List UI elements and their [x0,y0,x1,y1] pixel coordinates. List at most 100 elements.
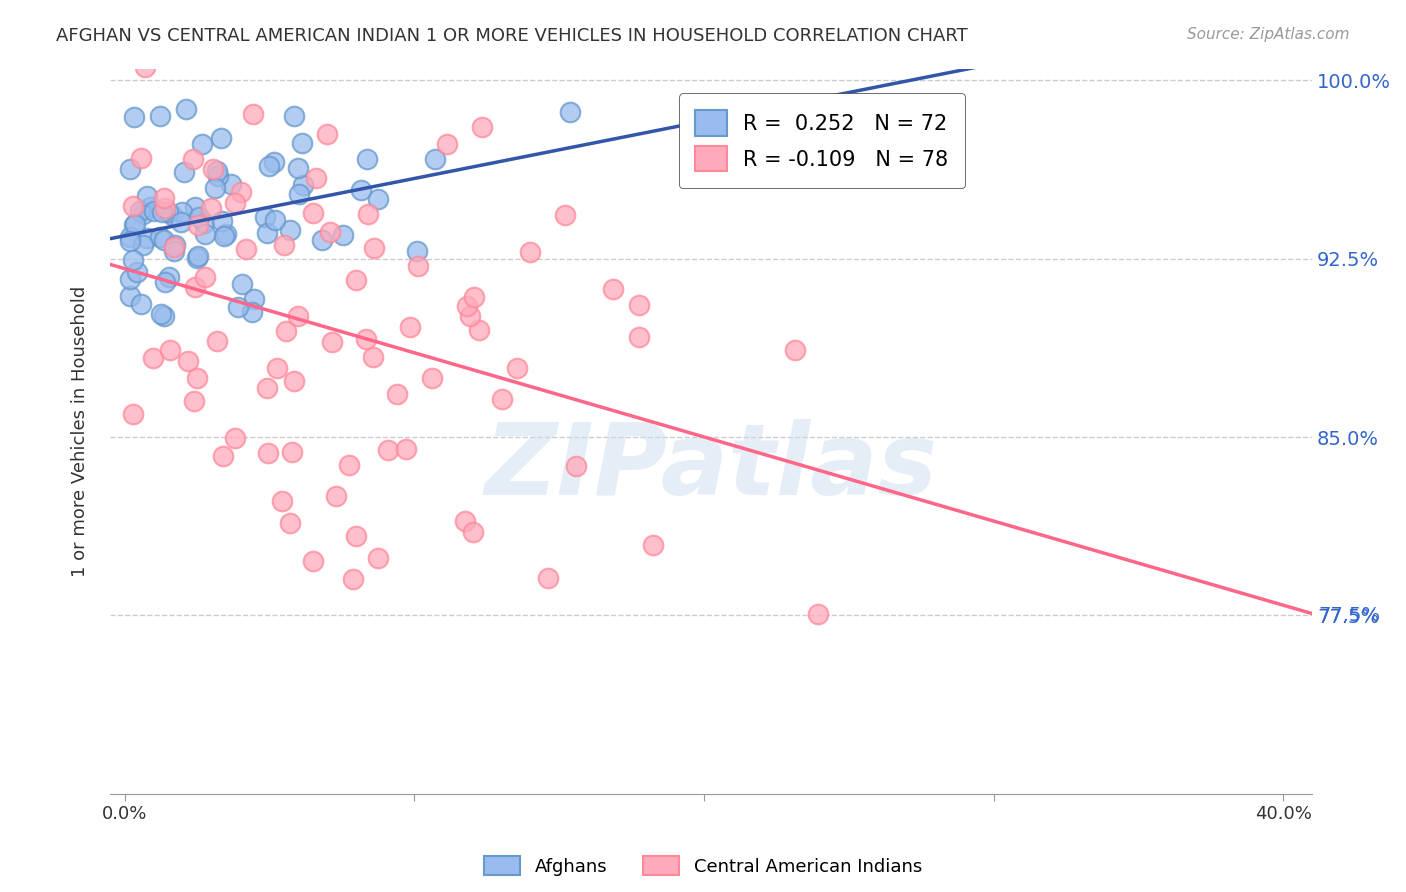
Point [461,524,484,539]
Y-axis label: 1 or more Vehicles in Household: 1 or more Vehicles in Household [72,285,89,577]
Point [425,152,447,166]
Point [399,320,422,334]
Point [177,354,200,368]
Point [387,387,409,401]
Text: AFGHAN VS CENTRAL AMERICAN INDIAN 1 OR MORE VEHICLES IN HOUSEHOLD CORRELATION CH: AFGHAN VS CENTRAL AMERICAN INDIAN 1 OR M… [56,27,967,45]
Point [155,275,177,289]
Point [420,371,443,385]
Point [125,265,148,279]
Point [287,161,309,175]
Point [132,207,155,221]
Point [319,225,342,239]
Point [377,443,399,458]
Point [207,169,229,183]
Point [122,218,145,232]
Point [242,107,264,121]
Point [187,219,209,233]
Text: ZIPatlas: ZIPatlas [485,419,938,516]
Point [783,343,806,358]
Point [240,304,263,318]
Point [395,442,418,456]
Point [139,200,162,214]
Point [150,205,173,219]
Point [243,292,266,306]
Point [278,516,301,530]
Point [229,185,252,199]
Point [361,350,384,364]
Point [211,450,233,464]
Point [200,201,222,215]
Point [163,244,186,258]
Point [172,205,194,219]
Point [193,216,215,230]
Point [454,515,477,529]
Point [350,183,373,197]
Point [342,572,364,586]
Point [224,196,246,211]
Point [344,529,367,543]
Point [406,244,429,258]
Point [344,273,367,287]
Point [219,177,242,191]
Point [184,280,207,294]
Point [463,290,485,304]
Point [471,120,494,134]
Point [231,277,253,292]
Point [211,213,233,227]
Point [253,211,276,225]
Point [436,137,458,152]
Point [149,109,172,123]
Point [270,494,292,508]
Point [554,208,576,222]
Point [602,282,624,296]
Point [224,431,246,445]
Point [176,103,198,117]
Point [122,199,145,213]
Point [204,181,226,195]
Point [149,307,172,321]
Point [120,162,142,177]
Point [519,245,541,260]
Point [152,309,174,323]
Point [215,227,238,241]
Point [491,392,513,406]
Text: Source: ZipAtlas.com: Source: ZipAtlas.com [1187,27,1350,42]
Point [183,394,205,409]
Point [357,206,380,220]
Legend: R =  0.252   N = 72, R = -0.109   N = 78: R = 0.252 N = 72, R = -0.109 N = 78 [679,94,965,188]
Point [311,233,333,247]
Point [129,296,152,310]
Point [332,227,354,242]
Point [136,231,159,245]
Point [142,351,165,366]
Point [191,137,214,152]
Point [173,165,195,179]
Point [274,324,297,338]
Point [558,104,581,119]
Point [641,537,664,551]
Point [263,155,285,169]
Point [122,408,145,422]
Point [159,343,181,357]
Point [124,217,146,231]
Point [194,227,217,241]
Point [202,161,225,176]
Point [565,459,588,474]
Point [120,289,142,303]
Point [157,270,180,285]
Point [266,360,288,375]
Point [302,554,325,568]
Point [186,371,208,385]
Point [142,204,165,219]
Point [129,151,152,165]
Point [122,110,145,124]
Point [537,571,560,585]
Point [186,251,208,265]
Point [153,191,176,205]
Point [148,230,170,244]
Point [186,249,208,263]
Point [165,237,187,252]
Point [193,270,215,285]
Point [321,334,343,349]
Point [315,127,337,141]
